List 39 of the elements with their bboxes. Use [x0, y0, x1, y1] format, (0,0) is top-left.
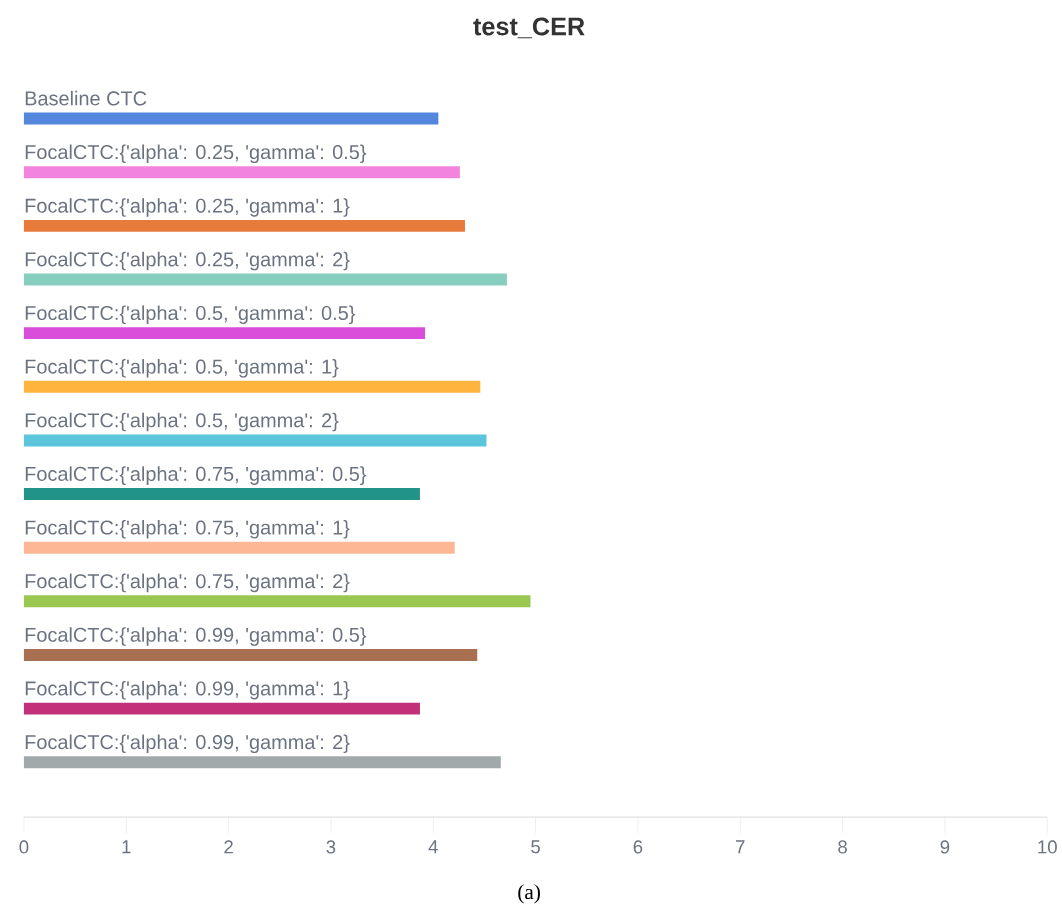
y-tick-label: FocalCTC:{'alpha': 0.99, 'gamma': 2} [25, 734, 350, 754]
bar [23, 702, 420, 715]
text: (a) [518, 884, 540, 904]
x-tick-label: 4 [428, 840, 438, 854]
x-tick-label: 8 [838, 840, 847, 854]
bar [23, 541, 455, 554]
x-tick-label: 1 [122, 840, 131, 854]
y-tick-label: FocalCTC:{'alpha': 0.25, 'gamma': 1} [25, 198, 350, 217]
bar [23, 273, 507, 286]
x-tick-label: 9 [940, 840, 950, 854]
y-tick-label: FocalCTC:{'alpha': 0.25, 'gamma': 0.5} [25, 144, 367, 164]
x-tick-label: 5 [531, 840, 540, 854]
y-tick-label: FocalCTC:{'alpha': 0.5, 'gamma': 1} [25, 359, 339, 378]
x-tick-label: 10 [1038, 840, 1057, 854]
bar [23, 220, 465, 232]
bar [23, 434, 487, 447]
y-tick-label: FocalCTC:{'alpha': 0.5, 'gamma': 2} [25, 412, 339, 432]
bar [23, 380, 481, 393]
y-tick-label: FocalCTC:{'alpha': 0.75, 'gamma': 2} [25, 573, 350, 593]
y-tick-label: FocalCTC:{'alpha': 0.5, 'gamma': 0.5} [25, 305, 356, 325]
bar [23, 756, 501, 769]
bar [23, 112, 439, 125]
x-tick-label: 2 [224, 840, 233, 854]
bar [23, 327, 426, 340]
x-tick-label: 0 [19, 840, 29, 854]
bar [23, 488, 420, 501]
y-tick-label: FocalCTC:{'alpha': 0.25, 'gamma': 2} [25, 251, 350, 271]
x-tick-label: 3 [326, 840, 336, 854]
y-tick-label: FocalCTC:{'alpha': 0.75, 'gamma': 1} [25, 520, 350, 539]
bar [23, 595, 531, 608]
y-tick-label: FocalCTC:{'alpha': 0.75, 'gamma': 0.5} [25, 466, 367, 486]
x-tick-label: 6 [633, 840, 643, 854]
bar [23, 166, 460, 179]
chart-title: test_CER [473, 17, 585, 39]
y-tick-label: FocalCTC:{'alpha': 0.99, 'gamma': 0.5} [25, 627, 367, 646]
y-tick-label: FocalCTC:{'alpha': 0.99, 'gamma': 1} [25, 681, 350, 700]
x-tick-label: 7 [736, 840, 745, 854]
y-tick-label: Baseline CTC [25, 90, 147, 106]
bar [23, 649, 478, 662]
